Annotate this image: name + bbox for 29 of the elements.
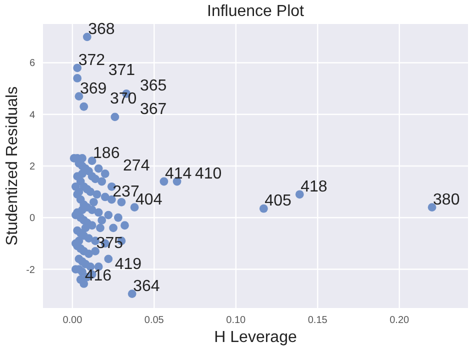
annotation: 368 bbox=[88, 20, 115, 38]
x-axis-title: H Leverage bbox=[214, 329, 297, 346]
y-tick-label: 2 bbox=[29, 162, 36, 172]
annotation: 410 bbox=[194, 165, 222, 182]
annotation: 405 bbox=[264, 192, 292, 210]
annotation: 380 bbox=[433, 191, 460, 208]
annotation: 365 bbox=[140, 78, 167, 95]
annotation: 371 bbox=[108, 62, 136, 80]
x-tick-label: 0.20 bbox=[390, 315, 410, 326]
y-axis-title: Studentized Residuals bbox=[4, 86, 21, 246]
x-tick-label: 0.15 bbox=[308, 315, 328, 326]
x-tick-label: 0.00 bbox=[62, 315, 83, 326]
annotation: 369 bbox=[80, 80, 107, 98]
annotation: 419 bbox=[114, 256, 142, 273]
annotation: 370 bbox=[110, 90, 137, 108]
chart-title: Influence Plot bbox=[207, 3, 305, 20]
y-tick-label: -2 bbox=[26, 264, 36, 276]
annotation: 364 bbox=[133, 278, 160, 295]
annotation: 414 bbox=[164, 165, 192, 182]
annotation: 186 bbox=[93, 144, 120, 162]
annotation: 372 bbox=[78, 52, 106, 69]
x-tick-label: 0.10 bbox=[226, 315, 246, 326]
annotation: 418 bbox=[300, 178, 328, 196]
annotation: 274 bbox=[123, 158, 150, 175]
x-tick-label: 0.05 bbox=[144, 315, 164, 326]
y-tick-label: 6 bbox=[29, 58, 36, 70]
annotation: 367 bbox=[140, 100, 167, 118]
y-tick-label: 4 bbox=[29, 110, 36, 121]
y-tick-label: 0 bbox=[29, 213, 36, 224]
